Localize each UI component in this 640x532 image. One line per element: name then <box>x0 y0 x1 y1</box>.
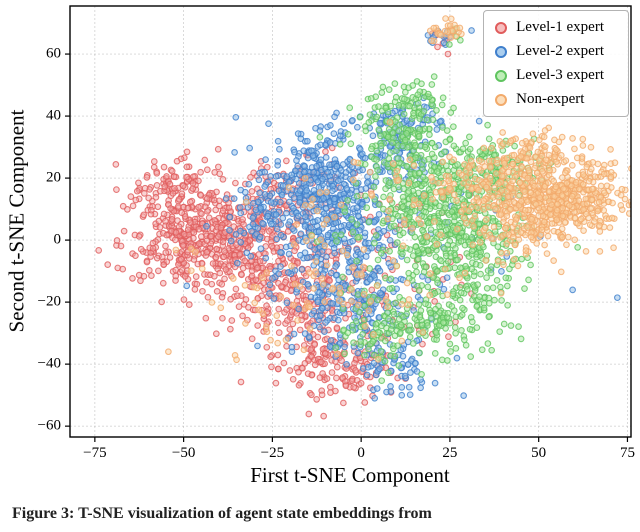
y-tick-label: 60 <box>46 45 61 62</box>
legend-marker-level-1-icon <box>495 21 508 34</box>
x-tick-label: 0 <box>357 445 365 461</box>
legend-marker-level-2-icon <box>495 45 508 58</box>
x-tick-label: −75 <box>83 445 107 461</box>
legend-marker-non-expert-icon <box>495 93 508 106</box>
x-tick-label: 75 <box>619 445 635 461</box>
legend-item-non-expert: Non-expert <box>495 91 604 108</box>
y-tick-label: 20 <box>46 169 61 186</box>
legend-label-level-2: Level-2 expert <box>516 43 604 59</box>
y-tick-label: 0 <box>53 231 62 248</box>
x-axis-label: First t-SNE Component <box>250 463 450 487</box>
y-axis-label: Second t-SNE Component <box>4 109 29 333</box>
legend-marker-level-3-icon <box>495 69 508 82</box>
y-tick-label: −40 <box>37 355 61 372</box>
y-tick-label: −60 <box>37 417 61 434</box>
legend-label-level-1: Level-1 expert <box>516 19 604 35</box>
legend-label-level-3: Level-3 expert <box>516 67 604 83</box>
y-tick-label: −20 <box>37 293 61 310</box>
legend-item-level-1-expert: Level-1 expert <box>495 19 604 36</box>
x-tick-label: −50 <box>171 445 196 461</box>
legend-label-non-expert: Non-expert <box>516 91 585 107</box>
legend-item-level-2-expert: Level-2 expert <box>495 43 604 60</box>
x-tick-label: −25 <box>260 445 285 461</box>
x-tick-label: 25 <box>442 445 458 461</box>
y-tick-label: 40 <box>46 107 61 124</box>
legend-item-level-3-expert: Level-3 expert <box>495 67 604 84</box>
figure-caption: Figure 3: T-SNE visualization of agent s… <box>12 505 432 522</box>
legend: Level-1 expert Level-2 expert Level-3 ex… <box>483 10 629 117</box>
x-tick-label: 50 <box>531 445 547 461</box>
